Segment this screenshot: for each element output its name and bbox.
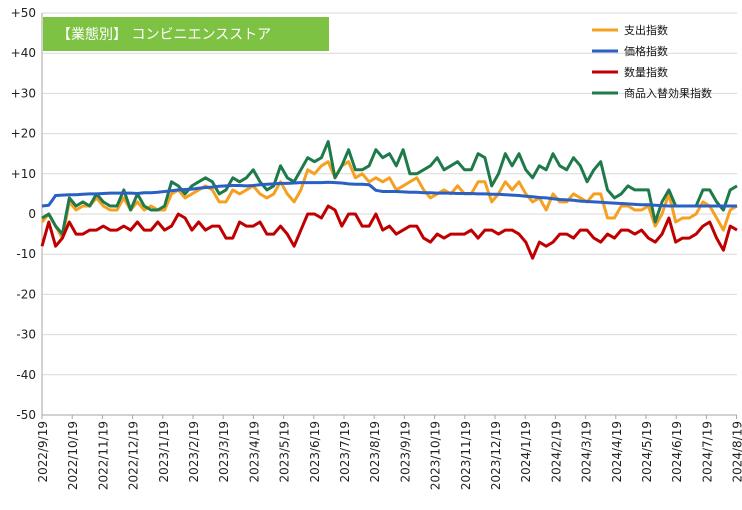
series-layer [40,140,738,260]
legend-label: 価格指数 [624,44,668,58]
y-tick-label: -40 [16,368,36,382]
y-tick-label: -10 [16,247,36,261]
x-tick-label: 2023/6/19 [308,421,322,483]
y-tick-label: +20 [11,127,36,141]
series-line-1 [41,180,737,208]
series-line-3 [41,140,738,236]
x-tick-label: 2022/10/19 [66,421,80,490]
series-line-2 [40,204,738,260]
x-tick-label: 2023/3/19 [217,421,231,483]
y-tick-label: -20 [16,287,36,301]
x-tick-label: 2022/12/19 [127,421,141,490]
x-tick-label: 2023/8/19 [368,421,382,483]
axis-layer: +50 +40 +30 +20 +10 0 -10 -20 -30 -40 -502022/9/19… [11,6,742,490]
y-tick-label: +30 [11,86,36,100]
y-tick-label: -50 [16,408,36,422]
x-tick-label: 2024/8/19 [731,421,742,483]
x-tick-label: 2023/10/19 [429,421,443,490]
y-tick-label: +50 [11,6,36,20]
x-tick-label: 2023/12/19 [489,421,503,490]
x-tick-label: 2023/4/19 [247,421,261,483]
x-tick-label: 2023/9/19 [398,421,412,483]
x-tick-label: 2023/1/19 [157,421,171,483]
legend-label: 商品入替効果指数 [624,86,712,100]
title-badge-background [43,17,329,51]
x-tick-label: 2024/7/19 [700,421,714,483]
x-tick-label: 2023/2/19 [187,421,201,483]
legend-label: 支出指数 [624,23,668,37]
title-badge: 【業態別】 コンビニエンスストア [43,17,329,51]
y-tick-label: +40 [11,46,36,60]
title-badge-text: 【業態別】 コンビニエンスストア [57,27,271,43]
x-tick-label: 2023/11/19 [459,421,473,490]
y-tick-label: 0 [28,207,36,221]
x-tick-label: 2024/3/19 [580,421,594,483]
x-tick-label: 2024/4/19 [610,421,624,483]
y-tick-label: -30 [16,328,36,342]
y-tick-label: +10 [11,167,36,181]
x-tick-label: 2023/7/19 [338,421,352,483]
x-tick-label: 2022/9/19 [36,421,50,483]
x-tick-label: 2022/11/19 [96,421,110,490]
x-tick-label: 2024/2/19 [549,421,563,483]
x-tick-label: 2024/1/19 [519,421,533,483]
legend-label: 数量指数 [624,65,668,79]
x-tick-label: 2024/6/19 [670,421,684,483]
x-tick-label: 2024/5/19 [640,421,654,483]
x-tick-label: 2023/5/19 [278,421,292,483]
